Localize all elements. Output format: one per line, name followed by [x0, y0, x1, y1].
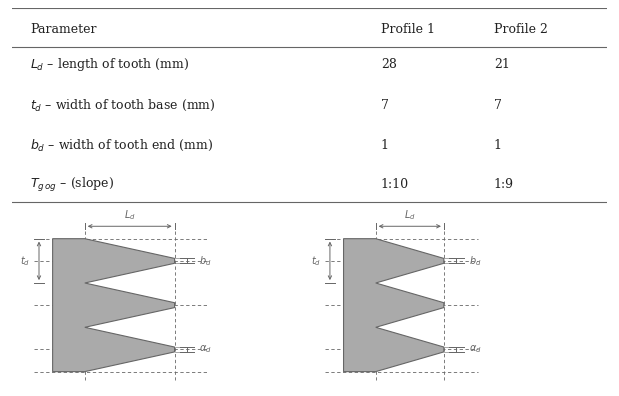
Text: $T_{g\,og}$ – (slope): $T_{g\,og}$ – (slope) [30, 176, 115, 194]
Text: $L_d$: $L_d$ [404, 208, 415, 222]
Text: $t_d$: $t_d$ [311, 254, 321, 268]
Text: Profile 2: Profile 2 [494, 23, 548, 36]
Text: $t_d$: $t_d$ [20, 254, 30, 268]
Text: Parameter: Parameter [30, 23, 97, 36]
Text: 21: 21 [494, 58, 509, 71]
Text: $t_d$ – width of tooth base (mm): $t_d$ – width of tooth base (mm) [30, 97, 216, 113]
Text: $b_d$: $b_d$ [469, 254, 481, 268]
Text: 1: 1 [381, 139, 389, 152]
Text: $\alpha_d$: $\alpha_d$ [199, 344, 212, 355]
Polygon shape [344, 239, 444, 371]
Text: 1: 1 [494, 139, 502, 152]
Text: 7: 7 [494, 99, 501, 112]
Text: $\alpha_d$: $\alpha_d$ [469, 344, 482, 355]
Text: 1:10: 1:10 [381, 178, 409, 191]
Polygon shape [53, 239, 175, 371]
Text: Profile 1: Profile 1 [381, 23, 435, 36]
Text: $b_d$: $b_d$ [199, 254, 212, 268]
Text: $L_d$ – length of tooth (mm): $L_d$ – length of tooth (mm) [30, 56, 189, 73]
Text: 1:9: 1:9 [494, 178, 514, 191]
Text: $b_d$ – width of tooth end (mm): $b_d$ – width of tooth end (mm) [30, 138, 213, 153]
Text: 7: 7 [381, 99, 389, 112]
Text: $L_d$: $L_d$ [124, 208, 136, 222]
Text: 28: 28 [381, 58, 397, 71]
